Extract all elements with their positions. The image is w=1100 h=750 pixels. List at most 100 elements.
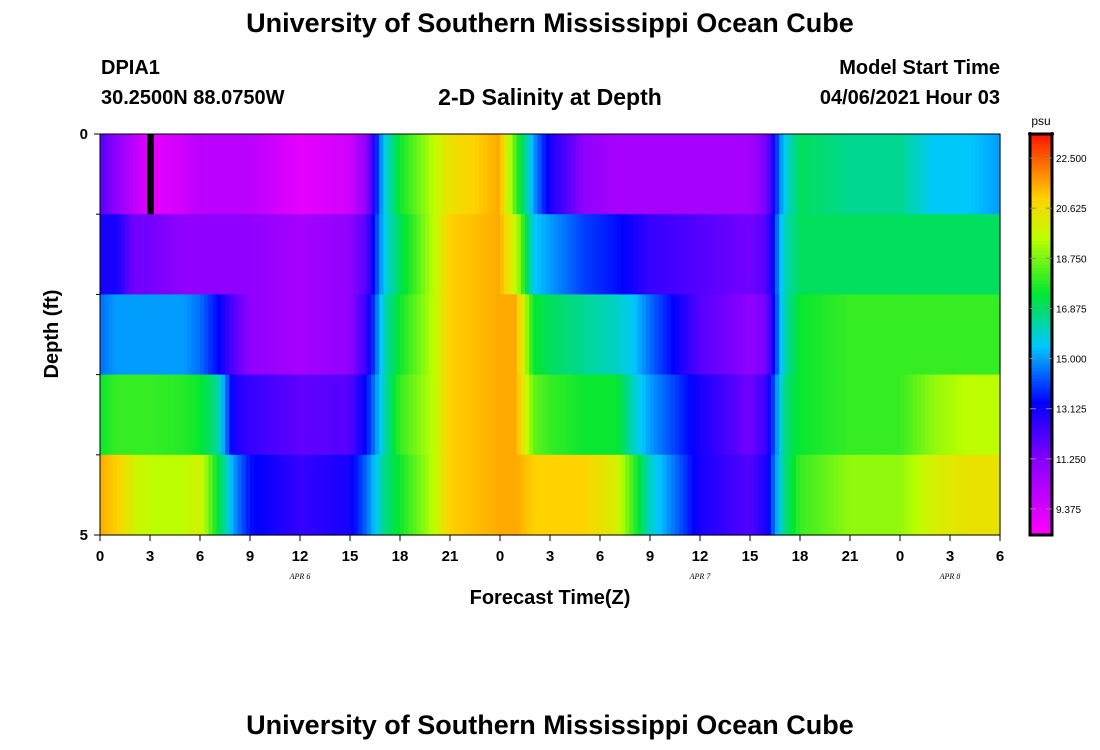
heat-cell [858,294,864,376]
heat-cell [458,374,464,456]
heat-cell [737,454,743,536]
heat-cell [275,454,280,536]
heat-cell [183,454,189,536]
heat-cell [483,294,489,376]
heat-cell [812,374,818,456]
colorbar-swatch [1030,260,1052,265]
heat-cell [145,214,151,295]
heat-cell [900,294,905,376]
heat-cell [854,294,859,376]
heat-cell [933,294,939,376]
heat-cell [354,214,359,295]
heat-cell [245,454,251,536]
heat-cell [850,374,855,456]
heat-cell [833,294,839,376]
heat-cell [204,294,209,376]
colorbar-swatch [1030,491,1052,496]
heat-cell [725,454,730,536]
heat-cell [137,454,143,536]
heat-cell [229,214,234,295]
heat-cell [162,454,168,536]
heat-cell [458,134,464,215]
heat-cell [287,374,293,456]
heat-cell [745,374,751,456]
heat-cell [195,294,201,376]
heat-cell [212,454,218,536]
heat-cell [454,294,459,376]
heat-cell [350,214,355,295]
heat-cell [891,374,897,456]
heat-cell [183,294,189,376]
heat-cell [291,374,297,456]
heat-cell [945,214,951,295]
colorbar-swatch [1030,167,1052,172]
heat-cell [945,294,951,376]
heat-cell [487,374,493,456]
heat-cell [925,294,930,376]
page-title: University of Southern Mississippi Ocean… [246,8,854,38]
heat-cell [995,294,1001,376]
heat-cell [820,374,826,456]
heat-cell [208,374,214,456]
heat-cell [454,454,459,536]
heat-cell [483,454,489,536]
heat-cell [370,294,376,376]
heat-cell [620,134,626,215]
heat-cell [225,214,230,295]
heat-cell [258,294,264,376]
heat-cell [545,214,551,295]
heat-cell [341,374,347,456]
heat-cell [458,214,464,295]
heat-cell [962,294,968,376]
heat-cell [279,374,284,456]
heat-cell [475,134,480,215]
heat-cell [475,454,480,536]
heat-cell [933,374,939,456]
heat-cell [308,374,314,456]
x-tick-label: 21 [442,548,459,565]
heat-cell [683,454,689,536]
heat-cell [150,294,155,376]
heat-cell [208,134,214,215]
heat-cell [829,374,834,456]
heat-cell [758,374,764,456]
heat-cell [783,294,789,376]
heat-cell [558,294,564,376]
heat-cell [679,294,684,376]
heat-cell [337,374,343,456]
colorbar-swatch [1030,481,1052,486]
colorbar-swatch [1030,220,1052,225]
heat-cell [879,134,884,215]
heat-cell [775,134,780,215]
heat-cell [808,454,814,536]
heat-cell [212,374,218,456]
heat-cell [983,454,989,536]
heat-cell [741,294,747,376]
heat-cell [937,374,943,456]
heat-cell [316,454,322,536]
heat-cell [533,134,539,215]
colorbar-swatch [1030,501,1052,506]
heat-cell [387,294,393,376]
heat-cell [775,294,780,376]
heat-cell [912,374,918,456]
colorbar-swatch [1030,488,1052,493]
heat-cell [858,214,864,295]
heat-cell [208,214,214,295]
heat-cell [808,134,814,215]
heat-cell [750,134,755,215]
heat-cell [679,454,684,536]
heat-cell [687,134,693,215]
heat-cell [566,214,572,295]
heat-cell [283,294,289,376]
x-tick-label: 0 [496,548,504,565]
heat-cell [662,374,668,456]
heat-cell [975,214,980,295]
heat-cell [416,294,422,376]
model-start-value: 04/06/2021 Hour 03 [819,87,1000,109]
heat-cell [616,134,622,215]
heat-cell [541,214,547,295]
x-tick-label: 21 [842,548,859,565]
heat-cell [720,454,726,536]
heat-cell [916,134,922,215]
